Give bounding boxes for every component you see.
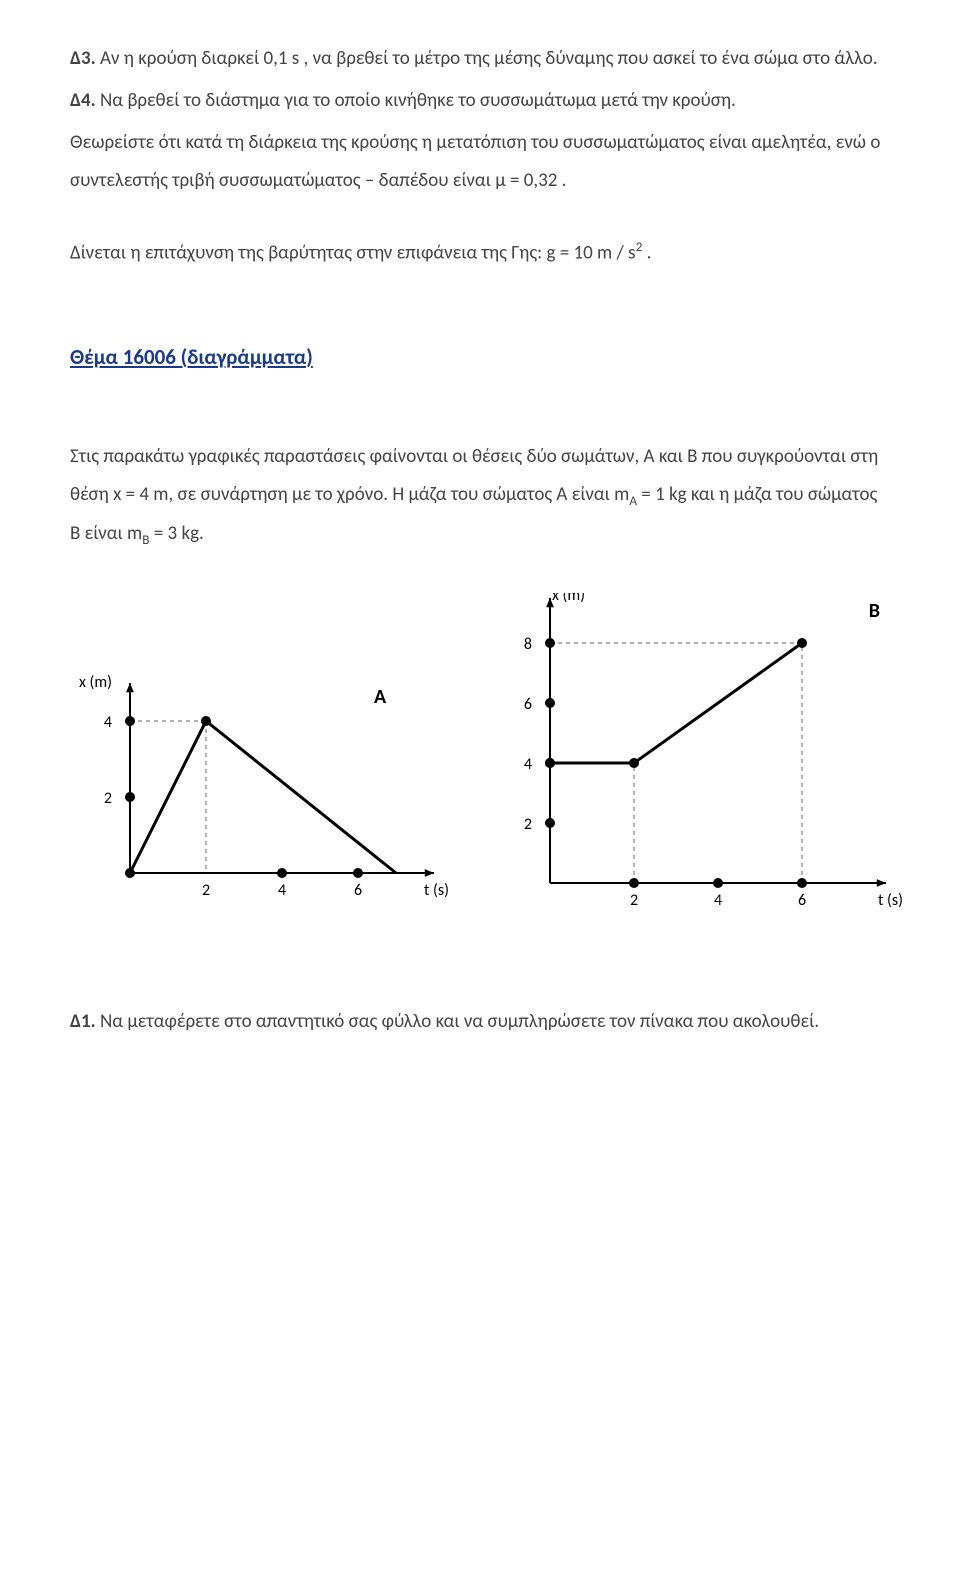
- svg-text:t (s): t (s): [878, 891, 903, 910]
- svg-text:t (s): t (s): [424, 881, 449, 900]
- charts-row: 2 4 6 2 4 x (m) t (s) A 2 4 6 2 4 6 8 x (m) t (s) B: [70, 593, 890, 933]
- problem-d3: Δ3. Αν η κρούση διαρκεί 0,1 s , να βρεθε…: [70, 40, 890, 78]
- svg-text:6: 6: [524, 695, 532, 714]
- svg-text:x (m): x (m): [79, 673, 112, 692]
- chart-a: 2 4 6 2 4 x (m) t (s) A: [70, 673, 450, 933]
- chart-b-box: 2 4 6 2 4 6 8 x (m) t (s) B: [490, 593, 910, 933]
- d3-text: Αν η κρούση διαρκεί 0,1 s , να βρεθεί το…: [96, 47, 878, 70]
- svg-text:A: A: [374, 685, 387, 709]
- problem-d4: Δ4. Να βρεθεί το διάστημα για το οποίο κ…: [70, 82, 890, 120]
- svg-text:6: 6: [798, 891, 806, 910]
- svg-text:2: 2: [202, 881, 210, 900]
- d4-label: Δ4.: [70, 89, 96, 112]
- svg-text:4: 4: [278, 881, 286, 900]
- given-text: Δίνεται η επιτάχυνση της βαρύτητας στην …: [70, 234, 890, 272]
- svg-text:8: 8: [524, 635, 532, 654]
- svg-text:2: 2: [524, 815, 532, 834]
- svg-text:6: 6: [354, 881, 362, 900]
- intro-subA: A: [629, 492, 637, 509]
- heading-link: Θέμα 16006 (διαγράμματα): [70, 344, 313, 370]
- problem-d1: Δ1. Να μεταφέρετε στο απαντητικό σας φύλ…: [70, 1003, 890, 1041]
- svg-text:2: 2: [630, 891, 638, 910]
- svg-text:2: 2: [104, 789, 112, 808]
- assumption-text: Θεωρείστε ότι κατά τη διάρκεια της κρούσ…: [70, 124, 890, 200]
- given-post: .: [642, 241, 651, 264]
- svg-text:x (m): x (m): [552, 593, 585, 605]
- svg-text:4: 4: [104, 713, 112, 732]
- chart-b: 2 4 6 2 4 6 8 x (m) t (s) B: [490, 593, 910, 933]
- chart-a-box: 2 4 6 2 4 x (m) t (s) A: [70, 673, 450, 933]
- d4-text: Να βρεθεί το διάστημα για το οποίο κινήθ…: [96, 89, 736, 112]
- given-pre: Δίνεται η επιτάχυνση της βαρύτητας στην …: [70, 241, 636, 264]
- intro-post: = 3 kg.: [149, 522, 203, 545]
- section-heading: Θέμα 16006 (διαγράμματα): [70, 336, 890, 378]
- d1-text: Να μεταφέρετε στο απαντητικό σας φύλλο κ…: [96, 1010, 819, 1033]
- svg-text:B: B: [869, 599, 880, 623]
- d1-label: Δ1.: [70, 1010, 96, 1033]
- svg-text:4: 4: [714, 891, 722, 910]
- svg-text:4: 4: [524, 755, 532, 774]
- d3-label: Δ3.: [70, 47, 96, 70]
- intro-paragraph: Στις παρακάτω γραφικές παραστάσεις φαίνο…: [70, 438, 890, 553]
